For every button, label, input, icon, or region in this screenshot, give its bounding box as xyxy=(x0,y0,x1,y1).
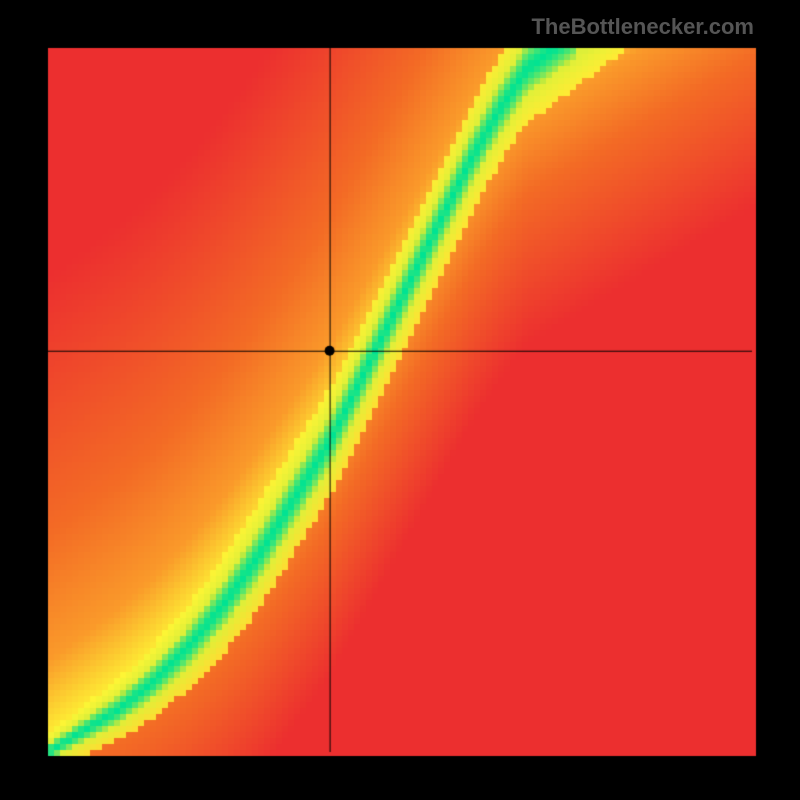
watermark-label: TheBottlenecker.com xyxy=(531,14,754,40)
chart-root: TheBottlenecker.com xyxy=(0,0,800,800)
bottleneck-heatmap xyxy=(0,0,800,800)
